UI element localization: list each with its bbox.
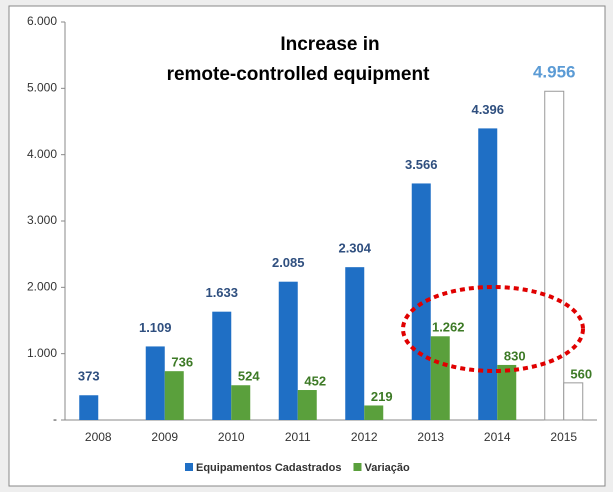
- bar: [297, 390, 317, 420]
- bar: [278, 281, 298, 420]
- value-label: 373: [78, 369, 100, 384]
- bar: [430, 336, 450, 420]
- x-tick-label: 2010: [218, 430, 245, 444]
- value-label: 2.304: [338, 241, 371, 256]
- legend-swatch: [185, 463, 193, 471]
- x-tick-label: 2012: [351, 430, 378, 444]
- y-tick-label: 5.000: [27, 81, 57, 95]
- chart-title: Increase in: [280, 34, 379, 55]
- value-label: 4.396: [471, 102, 504, 117]
- legend-label: Equipamentos Cadastrados: [196, 462, 341, 474]
- bar: [345, 267, 365, 420]
- y-tick-label: 1.000: [27, 346, 57, 360]
- value-label: 4.956: [533, 63, 576, 82]
- x-tick-label: 2014: [484, 430, 511, 444]
- y-tick-label: -: [53, 412, 57, 426]
- x-tick-label: 2008: [85, 430, 112, 444]
- value-label: 3.566: [405, 157, 438, 172]
- legend-label: Variação: [364, 462, 410, 474]
- x-tick-label: 2015: [550, 430, 577, 444]
- value-label: 1.633: [205, 285, 238, 300]
- x-tick-label: 2011: [285, 430, 311, 444]
- value-label: 219: [371, 389, 393, 404]
- value-label: 452: [304, 373, 326, 388]
- bar: [212, 311, 232, 420]
- value-label: 1.262: [432, 320, 465, 335]
- chart-title: remote-controlled equipment: [167, 64, 431, 85]
- bar: [79, 395, 99, 420]
- value-label: 736: [171, 355, 193, 370]
- bar: [563, 382, 584, 421]
- value-label: 830: [504, 348, 526, 363]
- highlight-ellipse: [401, 285, 585, 373]
- value-label: 524: [238, 369, 260, 384]
- bar: [364, 405, 384, 420]
- bar: [164, 371, 184, 420]
- y-tick-label: 4.000: [27, 147, 57, 161]
- bar: [497, 364, 517, 420]
- legend-swatch: [353, 463, 362, 471]
- value-label: 1.109: [139, 320, 172, 335]
- y-tick-label: 6.000: [27, 14, 57, 28]
- x-tick-label: 2009: [151, 430, 178, 444]
- value-label: 560: [570, 366, 592, 381]
- bar: [544, 90, 565, 421]
- y-tick-label: 3.000: [27, 213, 57, 227]
- bar: [231, 385, 251, 420]
- y-tick-label: 2.000: [27, 280, 57, 294]
- bar: [145, 346, 165, 420]
- bar: [478, 128, 498, 420]
- value-label: 2.085: [272, 255, 305, 270]
- x-tick-label: 2013: [417, 430, 444, 444]
